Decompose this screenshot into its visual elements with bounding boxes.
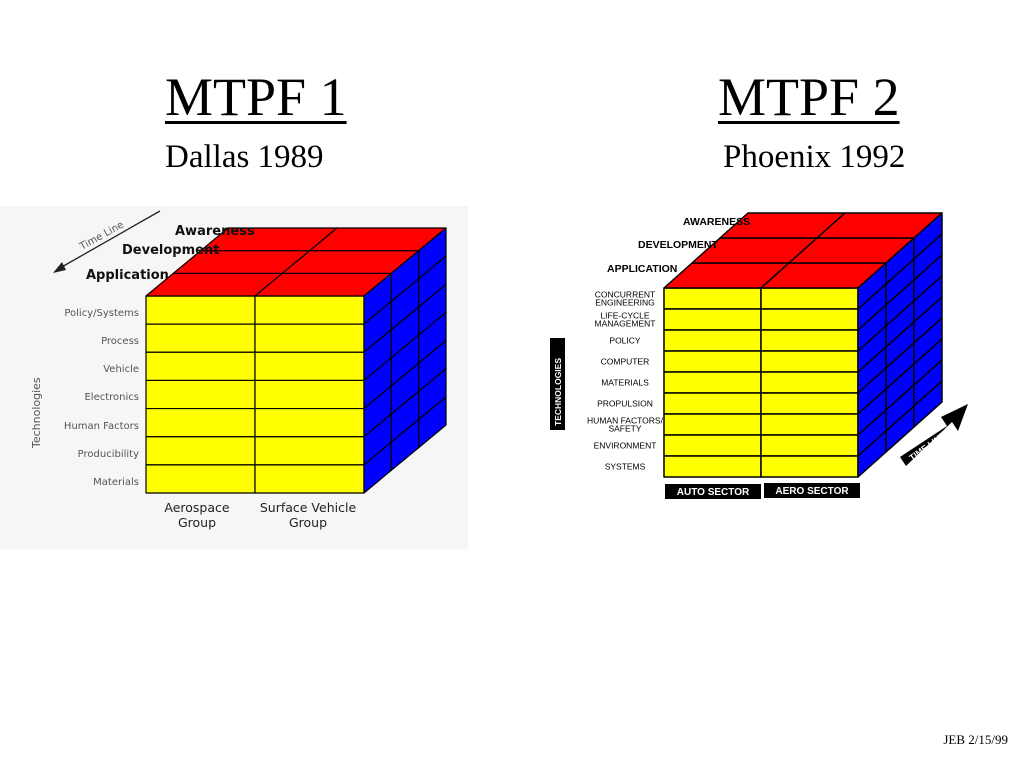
front-cell	[254, 379, 365, 410]
mtpf2-sector-label: AUTO SECTOR	[677, 487, 750, 498]
front-cell	[663, 413, 762, 436]
front-cell	[663, 455, 762, 478]
front-cell	[254, 295, 365, 325]
front-cell	[663, 434, 762, 457]
mtpf2-labels: AWARENESS DEVELOPMENT APPLICATION TECHNO…	[550, 216, 968, 499]
mtpf2-sector-box	[665, 484, 761, 499]
mtpf1-tech-label: Vehicle	[103, 364, 139, 375]
mtpf1-group-label: Surface Vehicle	[260, 500, 357, 515]
mtpf2-tech-label: POLICY	[609, 336, 641, 346]
mtpf2-sector-bar: AUTO SECTOR AERO SECTOR	[665, 483, 860, 499]
mtpf2-sector-label: AERO SECTOR	[775, 486, 849, 497]
mtpf2-tech-label: MATERIALS	[601, 378, 649, 388]
mtpf1-tech-label: Electronics	[84, 392, 139, 403]
front-cell	[254, 436, 365, 466]
front-cell	[760, 350, 859, 373]
mtpf2-subtitle: Phoenix 1992	[723, 139, 906, 175]
mtpf1-level-development: Development	[122, 243, 219, 258]
side-cell	[913, 380, 943, 428]
front-cell	[254, 464, 365, 494]
front-cell	[760, 455, 859, 478]
front-cell	[145, 464, 256, 494]
mtpf2-level-application: APPLICATION	[607, 263, 677, 275]
front-cell	[760, 308, 859, 331]
mtpf2-tech-label: COMPUTER	[601, 357, 650, 367]
mtpf1-title: MTPF 1	[165, 67, 347, 127]
mtpf1-tech-label: Materials	[93, 477, 139, 488]
front-cell	[760, 371, 859, 394]
mtpf2-tech-label: CONCURRENT	[595, 290, 655, 300]
mtpf2-title: MTPF 2	[718, 67, 900, 127]
front-cell	[145, 295, 256, 325]
front-cell	[760, 413, 859, 436]
front-cell	[254, 407, 365, 438]
mtpf2-cube	[663, 212, 943, 478]
mtpf1-tech-label: Human Factors	[64, 421, 139, 432]
front-cell	[760, 434, 859, 457]
front-cell	[663, 371, 762, 394]
mtpf2-tech-label: SAFETY	[608, 424, 641, 434]
mtpf1-tech-label: Process	[101, 336, 139, 347]
mtpf2-tech-label: ENVIRONMENT	[594, 441, 657, 451]
mtpf2-axis-technologies: TECHNOLOGIES	[553, 358, 563, 426]
front-cell	[145, 436, 256, 466]
mtpf2-level-awareness: AWARENESS	[683, 216, 750, 228]
mtpf2-tech-label: SYSTEMS	[605, 462, 646, 472]
front-cell	[663, 308, 762, 331]
front-cell	[663, 287, 762, 310]
mtpf2-tech-label: PROPULSION	[597, 399, 653, 409]
mtpf2-tech-label: ENGINEERING	[595, 298, 655, 308]
mtpf1-axis-technologies: Technologies	[30, 377, 43, 449]
mtpf1-subtitle: Dallas 1989	[165, 139, 324, 175]
footer-date: JEB 2/15/99	[943, 732, 1008, 747]
front-cell	[663, 329, 762, 352]
mtpf1-tech-label: Policy/Systems	[64, 308, 139, 319]
mtpf2-tech-label: HUMAN FACTORS/	[587, 416, 664, 426]
front-cell	[254, 323, 365, 353]
mtpf1-cube	[145, 227, 447, 494]
side-cell	[418, 396, 447, 449]
front-cell	[145, 323, 256, 353]
front-cell	[145, 351, 256, 382]
mtpf2-sector-box	[764, 483, 860, 498]
front-cell	[145, 379, 256, 410]
mtpf2-axis-technologies-box: TECHNOLOGIES	[550, 338, 565, 430]
front-cell	[145, 407, 256, 438]
front-cell	[663, 392, 762, 415]
mtpf1-group-label: Group	[289, 515, 327, 530]
front-cell	[760, 392, 859, 415]
mtpf2-time-line-label: TIME LINE	[907, 430, 947, 463]
mtpf1-level-application: Application	[86, 268, 169, 283]
mtpf2-tech-label: MANAGEMENT	[595, 319, 656, 329]
mtpf2-tech-label: LIFE-CYCLE	[600, 311, 649, 321]
mtpf1-group-label: Aerospace	[164, 500, 230, 515]
front-cell	[254, 351, 365, 382]
mtpf1-group-label: Group	[178, 515, 216, 530]
front-cell	[760, 287, 859, 310]
mtpf1-tech-label: Producibility	[78, 449, 139, 460]
mtpf2-level-development: DEVELOPMENT	[638, 239, 719, 251]
mtpf1-level-awareness: Awareness	[175, 224, 255, 239]
mtpf1-labels: Awareness Development Application Time L…	[30, 210, 357, 530]
front-cell	[663, 350, 762, 373]
front-cell	[760, 329, 859, 352]
